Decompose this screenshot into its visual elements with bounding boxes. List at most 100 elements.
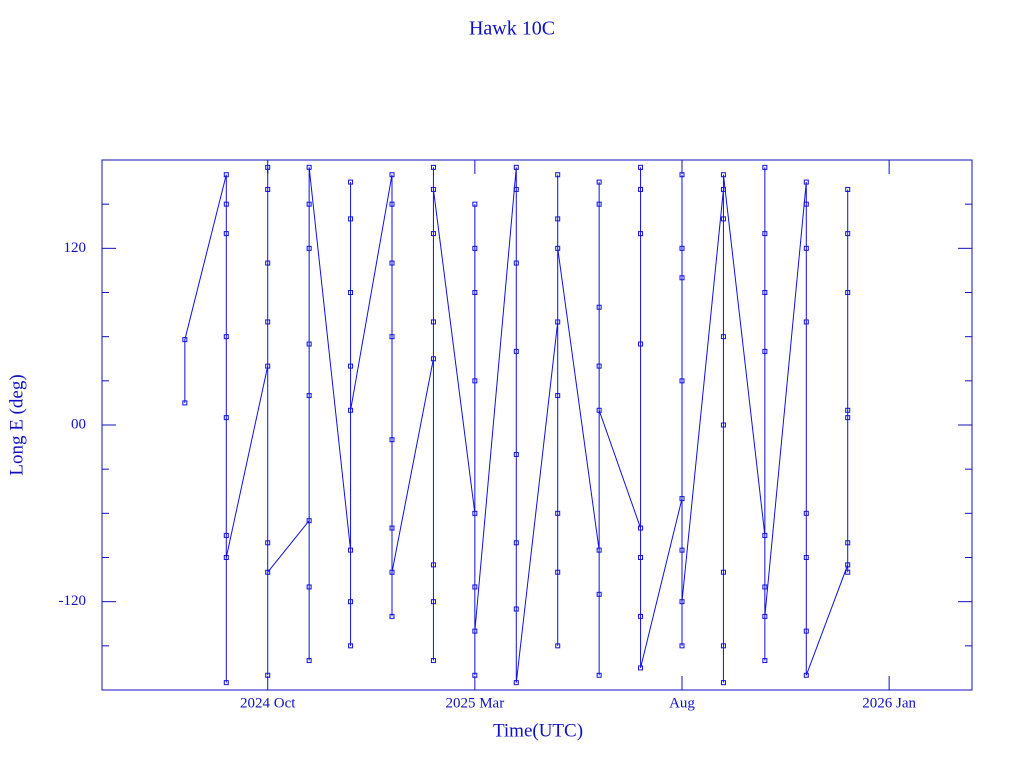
- point: [803, 201, 809, 207]
- point: [555, 569, 561, 575]
- x-tick-label: 2026 Jan: [862, 695, 916, 711]
- point: [803, 319, 809, 325]
- point: [223, 680, 229, 686]
- point: [762, 290, 768, 295]
- point: [596, 672, 602, 678]
- point: [762, 532, 768, 538]
- point: [182, 337, 188, 343]
- point: [389, 172, 395, 178]
- point: [348, 599, 354, 605]
- point: [803, 672, 809, 678]
- point: [845, 562, 851, 568]
- point: [638, 231, 644, 237]
- point: [265, 186, 271, 192]
- point: [596, 201, 602, 207]
- point: [513, 451, 519, 457]
- point: [472, 378, 478, 384]
- y-tick-label: -120: [59, 593, 87, 609]
- point: [223, 201, 229, 207]
- point: [348, 407, 354, 413]
- point: [472, 628, 478, 634]
- point: [306, 164, 312, 170]
- point: [348, 643, 354, 649]
- point: [513, 260, 519, 266]
- point: [306, 584, 312, 590]
- x-tick-label: 2024 Oct: [240, 695, 296, 711]
- point: [389, 525, 395, 531]
- point: [596, 179, 602, 185]
- point: [223, 231, 229, 237]
- point: [679, 378, 685, 384]
- point: [720, 216, 726, 222]
- point: [265, 260, 271, 266]
- point: [803, 628, 809, 634]
- point: [638, 665, 644, 671]
- point: [389, 334, 395, 340]
- point: [803, 245, 809, 251]
- point: [472, 201, 478, 207]
- point: [389, 201, 395, 207]
- point: [720, 186, 726, 192]
- point: [555, 393, 561, 399]
- point: [596, 407, 602, 413]
- point: [638, 525, 644, 531]
- point: [472, 584, 478, 590]
- point: [348, 179, 354, 185]
- point: [555, 510, 561, 516]
- point: [348, 363, 354, 369]
- point: [845, 231, 851, 237]
- point: [306, 201, 312, 207]
- series-line: [184, 167, 849, 683]
- point: [306, 341, 312, 347]
- point: [720, 172, 726, 178]
- point: [472, 672, 478, 678]
- point: [430, 658, 436, 664]
- point: [348, 290, 354, 295]
- point: [638, 341, 644, 347]
- point: [638, 164, 644, 170]
- point: [265, 319, 271, 325]
- point: [389, 569, 395, 575]
- point: [845, 540, 851, 546]
- point: [596, 304, 602, 310]
- point: [679, 275, 685, 281]
- point: [720, 334, 726, 340]
- point: [265, 569, 271, 575]
- plot-frame: [101, 159, 973, 691]
- point: [306, 393, 312, 399]
- point: [762, 348, 768, 354]
- point: [430, 356, 436, 362]
- point: [596, 363, 602, 369]
- point: [265, 363, 271, 369]
- point: [762, 231, 768, 237]
- y-tick-label: 00: [71, 416, 86, 432]
- point: [430, 599, 436, 605]
- point: [596, 547, 602, 553]
- point: [223, 172, 229, 178]
- point: [223, 532, 229, 538]
- y-tick-label: 120: [64, 240, 87, 256]
- point: [265, 540, 271, 546]
- point: [555, 216, 561, 222]
- point: [389, 260, 395, 266]
- point: [845, 290, 851, 295]
- point: [348, 216, 354, 222]
- point: [845, 415, 851, 421]
- point: [638, 186, 644, 192]
- chart-title: Hawk 10C: [469, 18, 555, 40]
- point: [845, 186, 851, 192]
- point: [679, 245, 685, 251]
- point: [803, 510, 809, 516]
- point: [555, 172, 561, 178]
- point: [845, 569, 851, 575]
- point: [430, 164, 436, 170]
- x-axis-label: Time(UTC): [493, 720, 583, 741]
- point: [389, 437, 395, 443]
- point: [596, 591, 602, 597]
- point: [472, 510, 478, 516]
- point: [638, 555, 644, 560]
- point: [430, 562, 436, 568]
- point: [513, 606, 519, 612]
- point: [472, 290, 478, 295]
- y-axis-label: Long E (deg): [6, 374, 27, 475]
